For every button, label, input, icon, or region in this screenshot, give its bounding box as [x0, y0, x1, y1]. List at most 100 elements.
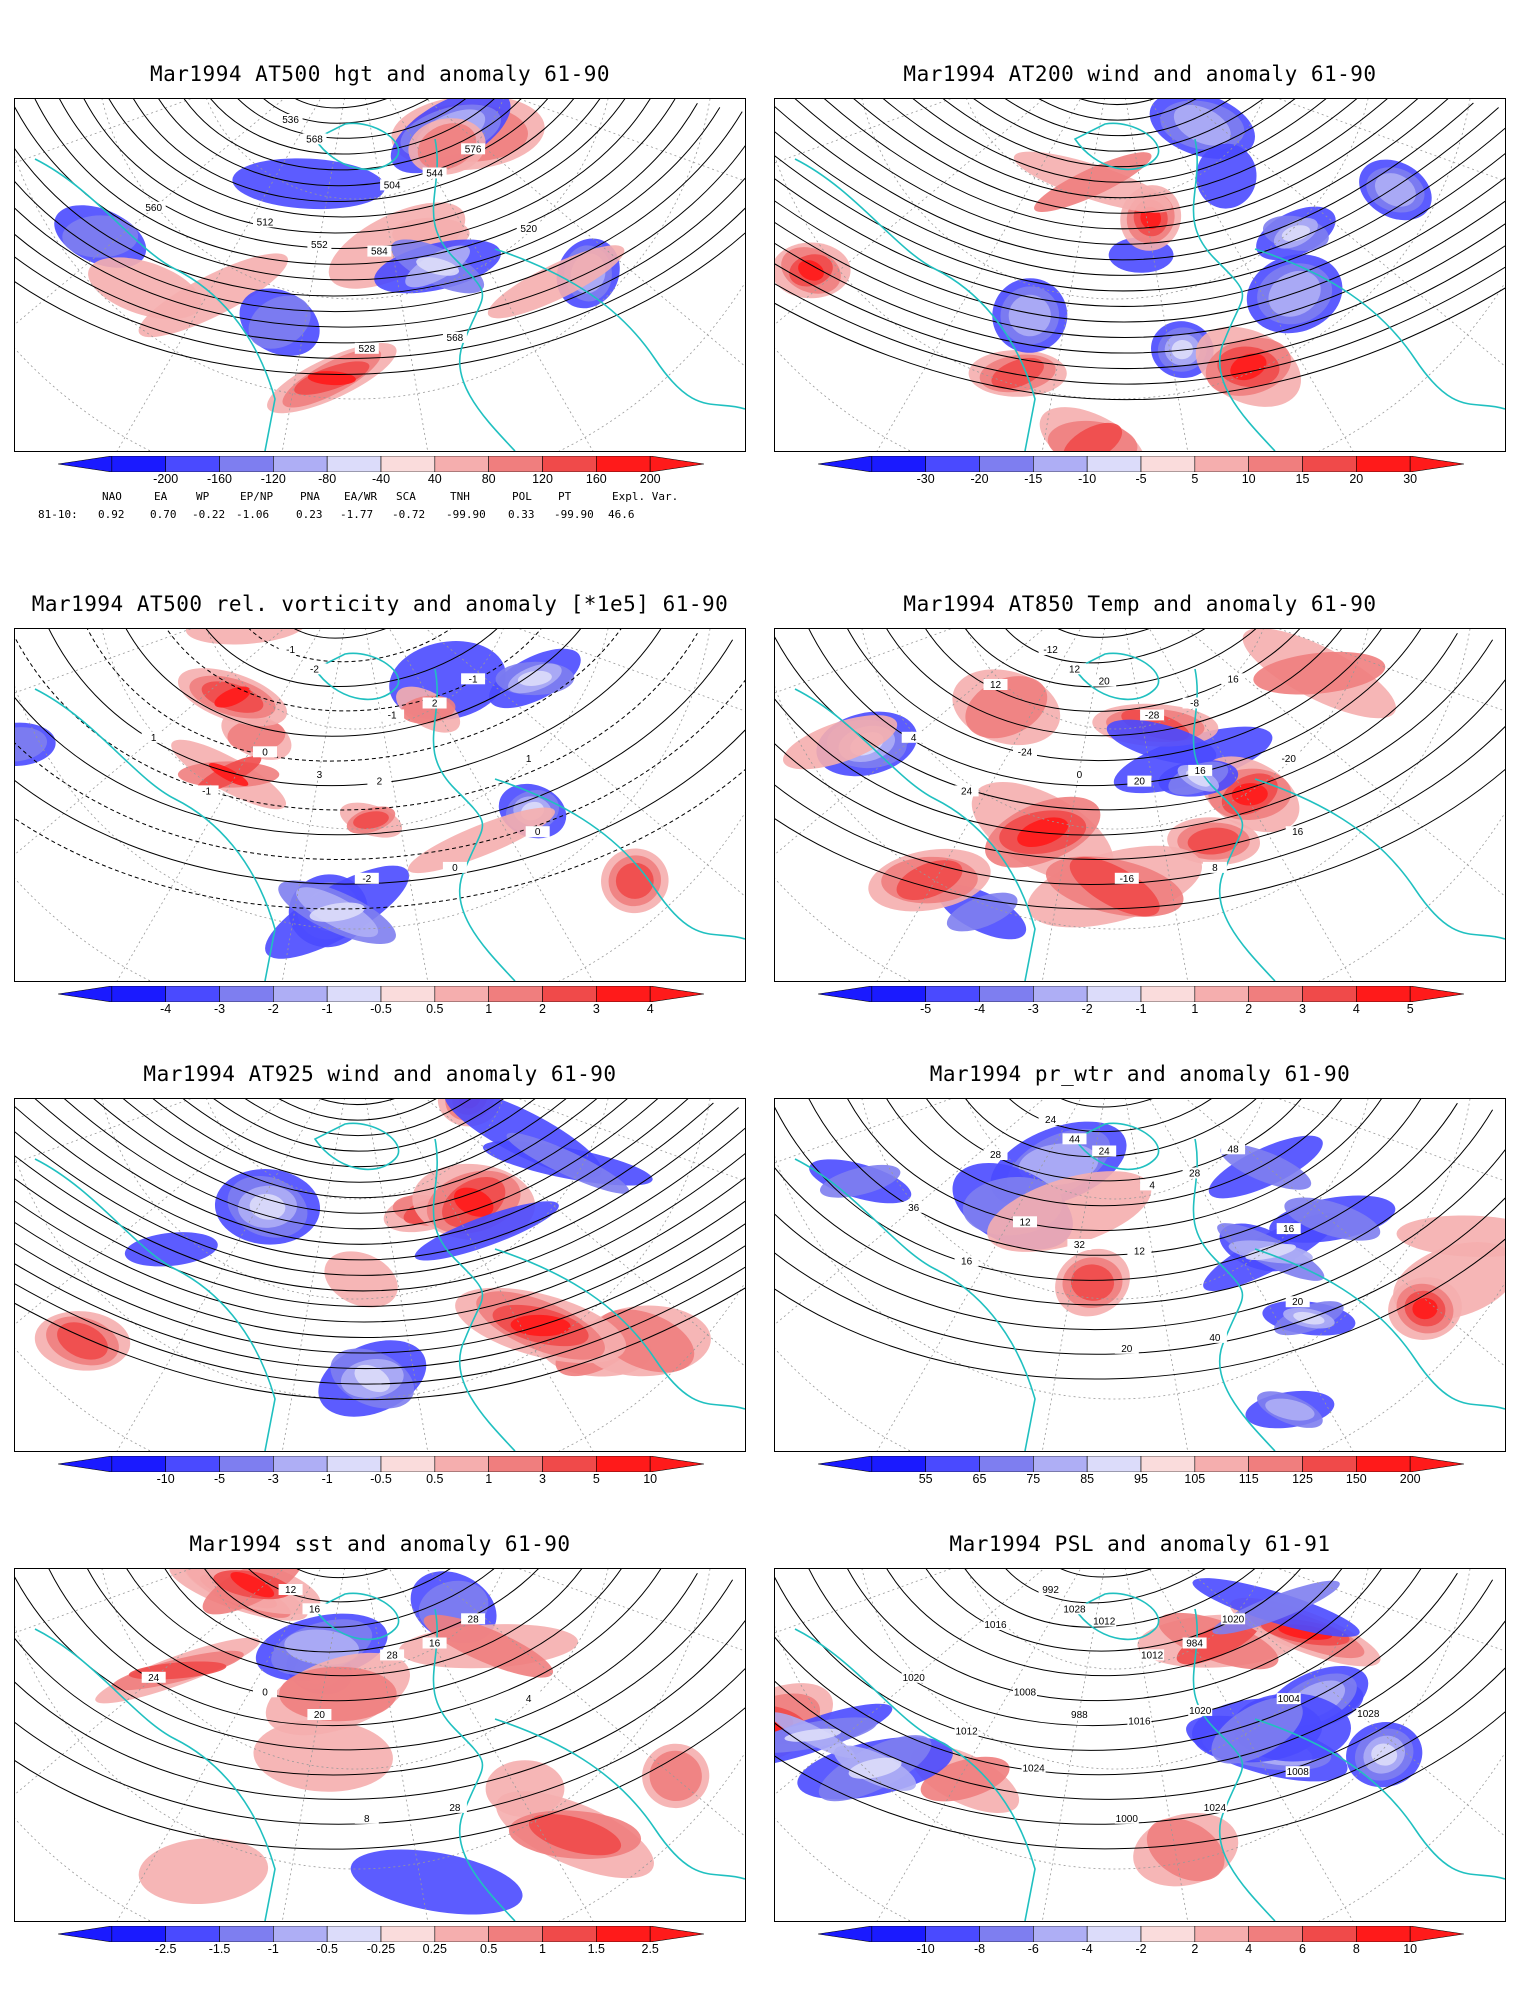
- colorbar-swatch: [979, 456, 1034, 472]
- contour-line: [249, 629, 451, 663]
- contour-label: 16: [1195, 766, 1207, 777]
- colorbar-tick-label: -1.5: [208, 1942, 231, 1956]
- colorbar-tick-label: -2: [1081, 1002, 1093, 1016]
- coastline-asia: [1254, 1248, 1505, 1410]
- contour-line: [15, 207, 745, 359]
- contour-label-bg: [1062, 1603, 1087, 1615]
- latlon-grid: [775, 1099, 1505, 1451]
- anomaly-shading: [15, 629, 669, 959]
- coastline-americas: [794, 1158, 1036, 1451]
- coastline-europe-africa: [432, 668, 516, 981]
- map-canvas: 28 0 4 8 12 16 20 24 28 16 28: [15, 1569, 745, 1921]
- contour-labels: 4 12 16 20 24 28 32 36 40 44 48 12 16 20 24 28: [901, 1114, 1310, 1355]
- contour-line: [34, 99, 676, 265]
- contour-label: 24: [1099, 1147, 1111, 1158]
- colorbar-swatch: [380, 1926, 436, 1942]
- contour-label-bg: [380, 179, 405, 191]
- colorbar-tick-label: 4: [1245, 1942, 1253, 1956]
- streamline: [853, 99, 1388, 214]
- colorbar-tick-label: -3: [1027, 1002, 1039, 1016]
- streamline: [15, 1223, 745, 1354]
- coastline-asia: [1254, 1718, 1505, 1880]
- contour-label: -16: [1120, 874, 1135, 885]
- contour-label-bg: [901, 1201, 926, 1213]
- anomaly-blob: [1146, 1818, 1225, 1882]
- colorbar-swatches: [818, 1926, 1464, 1942]
- colorbar-tick-label: -3: [267, 1472, 279, 1486]
- contour-label: -12: [1043, 645, 1058, 656]
- anomaly-shading: [775, 99, 1432, 451]
- contour-label-bg: [422, 697, 447, 709]
- contour-label: 20: [1292, 1297, 1304, 1308]
- index-header: SCA: [396, 490, 416, 503]
- anomaly-blob: [1173, 104, 1231, 146]
- anomaly-blob: [353, 811, 389, 829]
- colorbar-tick-label: 1: [539, 1942, 546, 1956]
- contour-label-bg: [1276, 1693, 1301, 1705]
- contour-label-bg: [1140, 1179, 1165, 1191]
- colorbar-tick-label: 0.25: [422, 1942, 447, 1956]
- map-panel: Mar1994 sst and anomaly 61-90 28 0 4 8 12 16 20…: [14, 1470, 746, 1990]
- coastline-greenland: [313, 122, 400, 171]
- streamline: [775, 127, 1505, 292]
- colorbar: -4 -3 -2 -1 -0.5 0.5 1 2 3 4: [58, 986, 704, 1026]
- contour-line: [1005, 1569, 1206, 1604]
- colorbar-tick-label: 200: [639, 472, 661, 486]
- contour-line: [15, 632, 698, 811]
- contour-label: -1: [388, 710, 397, 721]
- anomaly-shading: [34, 1099, 711, 1417]
- colorbar-swatch: [1194, 456, 1249, 472]
- panel-title: Mar1994 sst and anomaly 61-90: [189, 1532, 571, 1556]
- contour-label: 28: [449, 1803, 461, 1814]
- colorbar-tick-label: -2: [267, 1002, 279, 1016]
- anomaly-blob: [649, 1750, 702, 1802]
- anomaly-blob: [597, 1309, 695, 1373]
- contour-label: 1: [526, 754, 532, 765]
- contour-line: [15, 729, 745, 885]
- colorbar-tick-label: -20: [970, 472, 989, 486]
- colorbar-arrow-left: [58, 456, 113, 472]
- streamline: [775, 266, 1505, 385]
- panel-title: Mar1994 AT500 hgt and anomaly 61-90: [149, 62, 610, 86]
- map-canvas: -28 -24 -20 -16 -12 -8 0 4 8 12 16 20 24 16 20 12 16: [775, 629, 1505, 981]
- colorbar-tick-label: -8: [973, 1942, 986, 1956]
- contour-label: 4: [911, 733, 917, 744]
- coastline-greenland: [1073, 1122, 1160, 1171]
- map-panel: Mar1994 AT500 hgt and anomaly 61-90 504 51…: [14, 0, 746, 521]
- contour-label-bg: [307, 239, 332, 250]
- panel-title: Mar1994 AT850 Temp and anomaly 61-90: [903, 592, 1377, 616]
- contour-label-bg: [983, 1619, 1008, 1630]
- contour-lines: [15, 1099, 745, 1401]
- contour-label: 992: [1042, 1585, 1059, 1596]
- colorbar-tick-label: 125: [1292, 1472, 1313, 1486]
- contour-label-bg: [1182, 1167, 1207, 1179]
- coastline-americas: [794, 1628, 1036, 1921]
- teleconnection-index-table: NAO EA WP EP/NP PNA EA/WR SCA TNH POL PT Expl. Var…: [38, 488, 738, 524]
- contour-label-bg: [354, 872, 379, 884]
- coastline-americas: [794, 158, 1036, 451]
- anomaly-blob: [528, 1814, 622, 1856]
- contour-label-bg: [954, 1725, 979, 1737]
- contour-line: [83, 99, 626, 234]
- index-value: 0.70: [150, 508, 177, 521]
- colorbar-tick-label: 85: [1080, 1472, 1095, 1486]
- colorbar-labels: -10 -8 -6 -4 -2 2 4 6 8 10: [818, 1942, 1464, 1960]
- contour-label: 1020: [1189, 1706, 1212, 1717]
- contour-label: 0: [1077, 770, 1083, 781]
- contour-line: [184, 99, 522, 171]
- colorbar-tick-label: 95: [1134, 1472, 1148, 1486]
- contour-line: [1057, 629, 1150, 638]
- colorbar-swatch: [1086, 1926, 1142, 1942]
- contour-label: 528: [358, 344, 375, 355]
- colorbar-tick-label: 2: [1191, 1942, 1199, 1956]
- polar-map: [14, 1098, 746, 1452]
- colorbar-tick-label: -10: [156, 1472, 175, 1486]
- contour-line: [847, 629, 1382, 762]
- polar-map: [774, 98, 1506, 452]
- anomaly-shading: [54, 99, 625, 414]
- anomaly-blob: [506, 1132, 630, 1194]
- map-canvas: 1012 1008 1004 1000 992 984 988 1020 1024 1028 102…: [775, 1569, 1505, 1921]
- index-header: Expl. Var.: [612, 490, 679, 503]
- contour-line: [15, 144, 745, 328]
- map-canvas: -1 0 1 -2 -1 2 3 1 0 -2 -1 2 -1 0: [15, 629, 745, 981]
